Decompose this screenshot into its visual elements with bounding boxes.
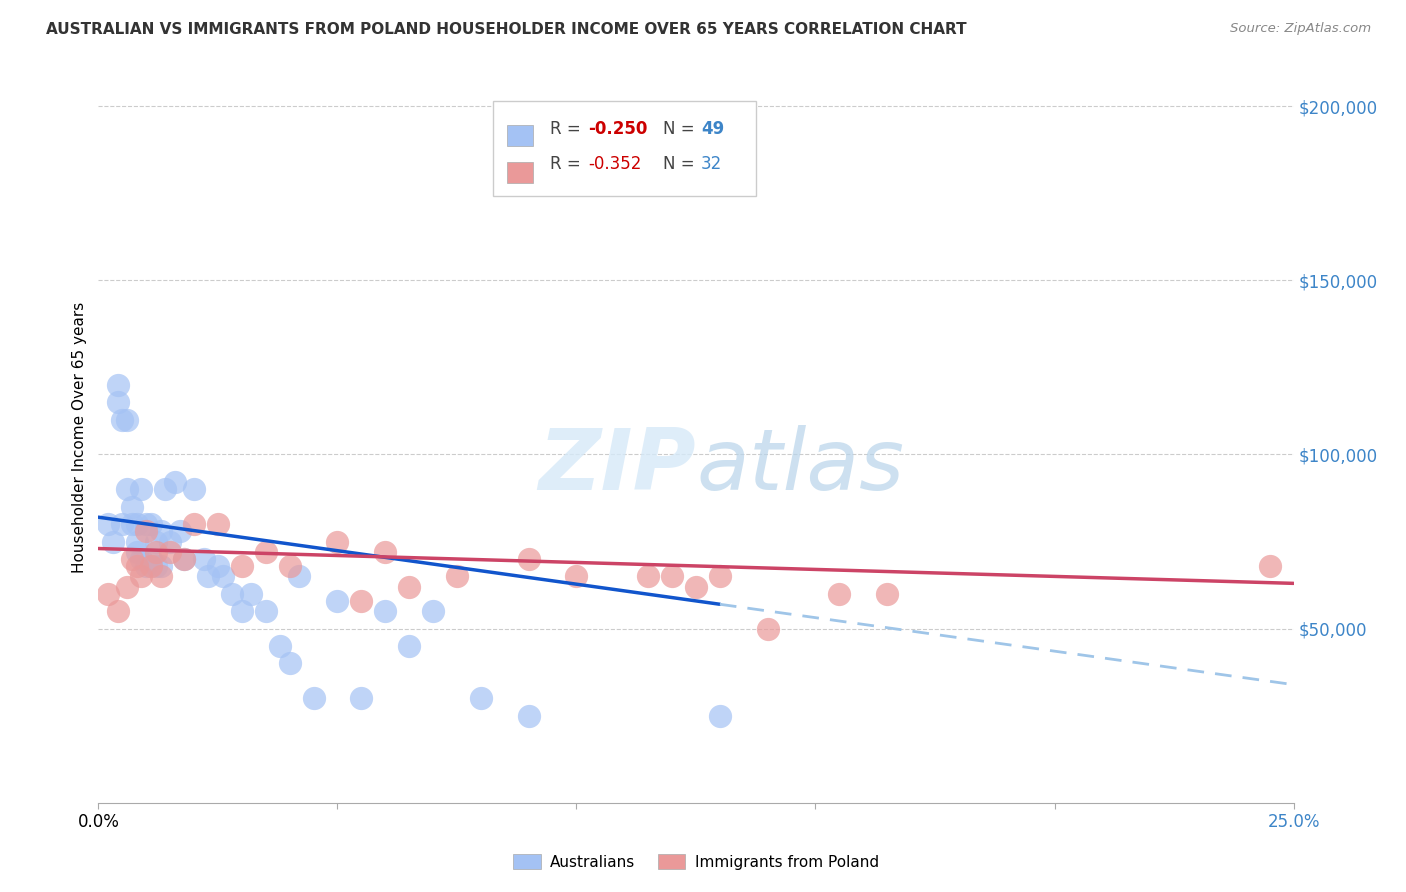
Point	[207, 517, 229, 532]
Point	[756, 622, 779, 636]
Point	[269, 639, 291, 653]
Text: N =: N =	[662, 120, 699, 138]
Point	[183, 517, 205, 532]
Text: R =: R =	[550, 120, 586, 138]
Point	[169, 524, 191, 538]
Point	[121, 552, 143, 566]
Point	[183, 483, 205, 497]
Point	[149, 524, 172, 538]
Point	[278, 558, 301, 573]
Point	[121, 500, 143, 514]
Point	[661, 569, 683, 583]
Text: Source: ZipAtlas.com: Source: ZipAtlas.com	[1230, 22, 1371, 36]
Text: -0.352: -0.352	[589, 155, 641, 173]
Point	[131, 552, 153, 566]
Text: atlas: atlas	[696, 425, 904, 508]
Point	[139, 558, 162, 573]
Point	[302, 691, 325, 706]
Text: ZIP: ZIP	[538, 425, 696, 508]
Point	[125, 545, 148, 559]
Legend: Australians, Immigrants from Poland: Australians, Immigrants from Poland	[508, 847, 884, 876]
Point	[159, 545, 181, 559]
Point	[149, 558, 172, 573]
Point	[135, 517, 157, 532]
FancyBboxPatch shape	[494, 101, 756, 195]
Point	[139, 517, 162, 532]
Point	[398, 639, 420, 653]
Point	[125, 517, 148, 532]
Point	[709, 708, 731, 723]
Point	[828, 587, 851, 601]
Text: AUSTRALIAN VS IMMIGRANTS FROM POLAND HOUSEHOLDER INCOME OVER 65 YEARS CORRELATIO: AUSTRALIAN VS IMMIGRANTS FROM POLAND HOU…	[46, 22, 967, 37]
Point	[221, 587, 243, 601]
Point	[207, 558, 229, 573]
Point	[139, 552, 162, 566]
Point	[173, 552, 195, 566]
Point	[131, 569, 153, 583]
Point	[350, 691, 373, 706]
Point	[278, 657, 301, 671]
Y-axis label: Householder Income Over 65 years: Householder Income Over 65 years	[72, 301, 87, 573]
Point	[446, 569, 468, 583]
Point	[115, 580, 138, 594]
Point	[254, 545, 277, 559]
Point	[517, 552, 540, 566]
Point	[197, 569, 219, 583]
Point	[470, 691, 492, 706]
Point	[97, 587, 120, 601]
Text: -0.250: -0.250	[589, 120, 648, 138]
Point	[517, 708, 540, 723]
FancyBboxPatch shape	[508, 161, 533, 183]
Point	[159, 534, 181, 549]
Point	[107, 604, 129, 618]
Point	[111, 517, 134, 532]
Text: R =: R =	[550, 155, 586, 173]
Point	[422, 604, 444, 618]
Point	[685, 580, 707, 594]
Point	[131, 483, 153, 497]
Point	[254, 604, 277, 618]
Text: 49: 49	[700, 120, 724, 138]
Text: N =: N =	[662, 155, 699, 173]
Point	[374, 604, 396, 618]
Point	[876, 587, 898, 601]
Point	[145, 534, 167, 549]
Point	[240, 587, 263, 601]
Point	[145, 545, 167, 559]
Text: 32: 32	[700, 155, 723, 173]
Point	[121, 517, 143, 532]
Point	[1258, 558, 1281, 573]
Point	[111, 412, 134, 426]
Point	[173, 552, 195, 566]
Point	[637, 569, 659, 583]
Point	[115, 483, 138, 497]
Point	[135, 524, 157, 538]
Point	[398, 580, 420, 594]
Point	[125, 534, 148, 549]
Point	[97, 517, 120, 532]
Point	[149, 569, 172, 583]
Point	[565, 569, 588, 583]
Point	[374, 545, 396, 559]
Point	[350, 594, 373, 608]
Point	[115, 412, 138, 426]
Point	[288, 569, 311, 583]
Point	[326, 594, 349, 608]
Point	[125, 558, 148, 573]
Point	[211, 569, 233, 583]
Point	[155, 483, 177, 497]
Point	[193, 552, 215, 566]
Point	[231, 604, 253, 618]
Point	[231, 558, 253, 573]
Point	[709, 569, 731, 583]
Point	[135, 558, 157, 573]
Point	[107, 395, 129, 409]
Point	[145, 558, 167, 573]
Point	[101, 534, 124, 549]
FancyBboxPatch shape	[508, 125, 533, 146]
Point	[163, 475, 186, 490]
Point	[326, 534, 349, 549]
Point	[107, 377, 129, 392]
